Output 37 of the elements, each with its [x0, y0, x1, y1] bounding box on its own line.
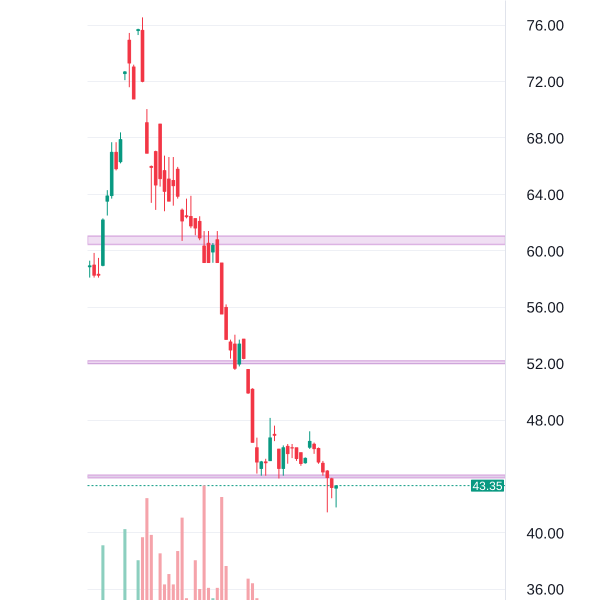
y-tick-label: 52.00 — [526, 356, 564, 374]
candlestick — [123, 70, 127, 81]
bar — [194, 560, 197, 600]
y-tick-label: 68.00 — [526, 130, 564, 148]
candlestick — [282, 444, 286, 476]
candlestick — [308, 430, 312, 450]
candlestick — [114, 142, 118, 171]
y-tick-label: 76.00 — [526, 18, 564, 35]
bar — [101, 545, 104, 600]
candlestick — [321, 460, 325, 476]
bar — [123, 529, 126, 600]
bar — [220, 496, 224, 600]
candlestick — [260, 460, 264, 476]
candlestick — [330, 477, 334, 499]
candlestick — [277, 448, 281, 480]
y-tick-label: 56.00 — [526, 300, 564, 317]
y-tick-label: 60.00 — [526, 243, 564, 260]
candlestick — [118, 132, 122, 164]
candlestick — [88, 260, 92, 278]
y-tick-label: 40.00 — [526, 525, 564, 542]
candlestick — [264, 458, 268, 476]
bar — [136, 560, 140, 600]
y-tick-label: 48.00 — [526, 412, 564, 430]
bar — [246, 578, 250, 600]
bar — [158, 553, 162, 600]
candlestick — [211, 242, 215, 264]
y-tick-label: 64.00 — [526, 186, 564, 204]
candlestick — [238, 339, 242, 367]
y-tick-label: 36.00 — [526, 582, 564, 599]
candlestick — [128, 32, 132, 88]
candlestick — [242, 338, 246, 360]
candlestick — [268, 417, 272, 462]
candlestick — [272, 425, 276, 442]
candlestick — [255, 437, 259, 474]
candlestick — [198, 216, 202, 241]
y-tick-label: 72.00 — [526, 74, 564, 92]
ref-line-label: 43.35 — [472, 479, 503, 494]
